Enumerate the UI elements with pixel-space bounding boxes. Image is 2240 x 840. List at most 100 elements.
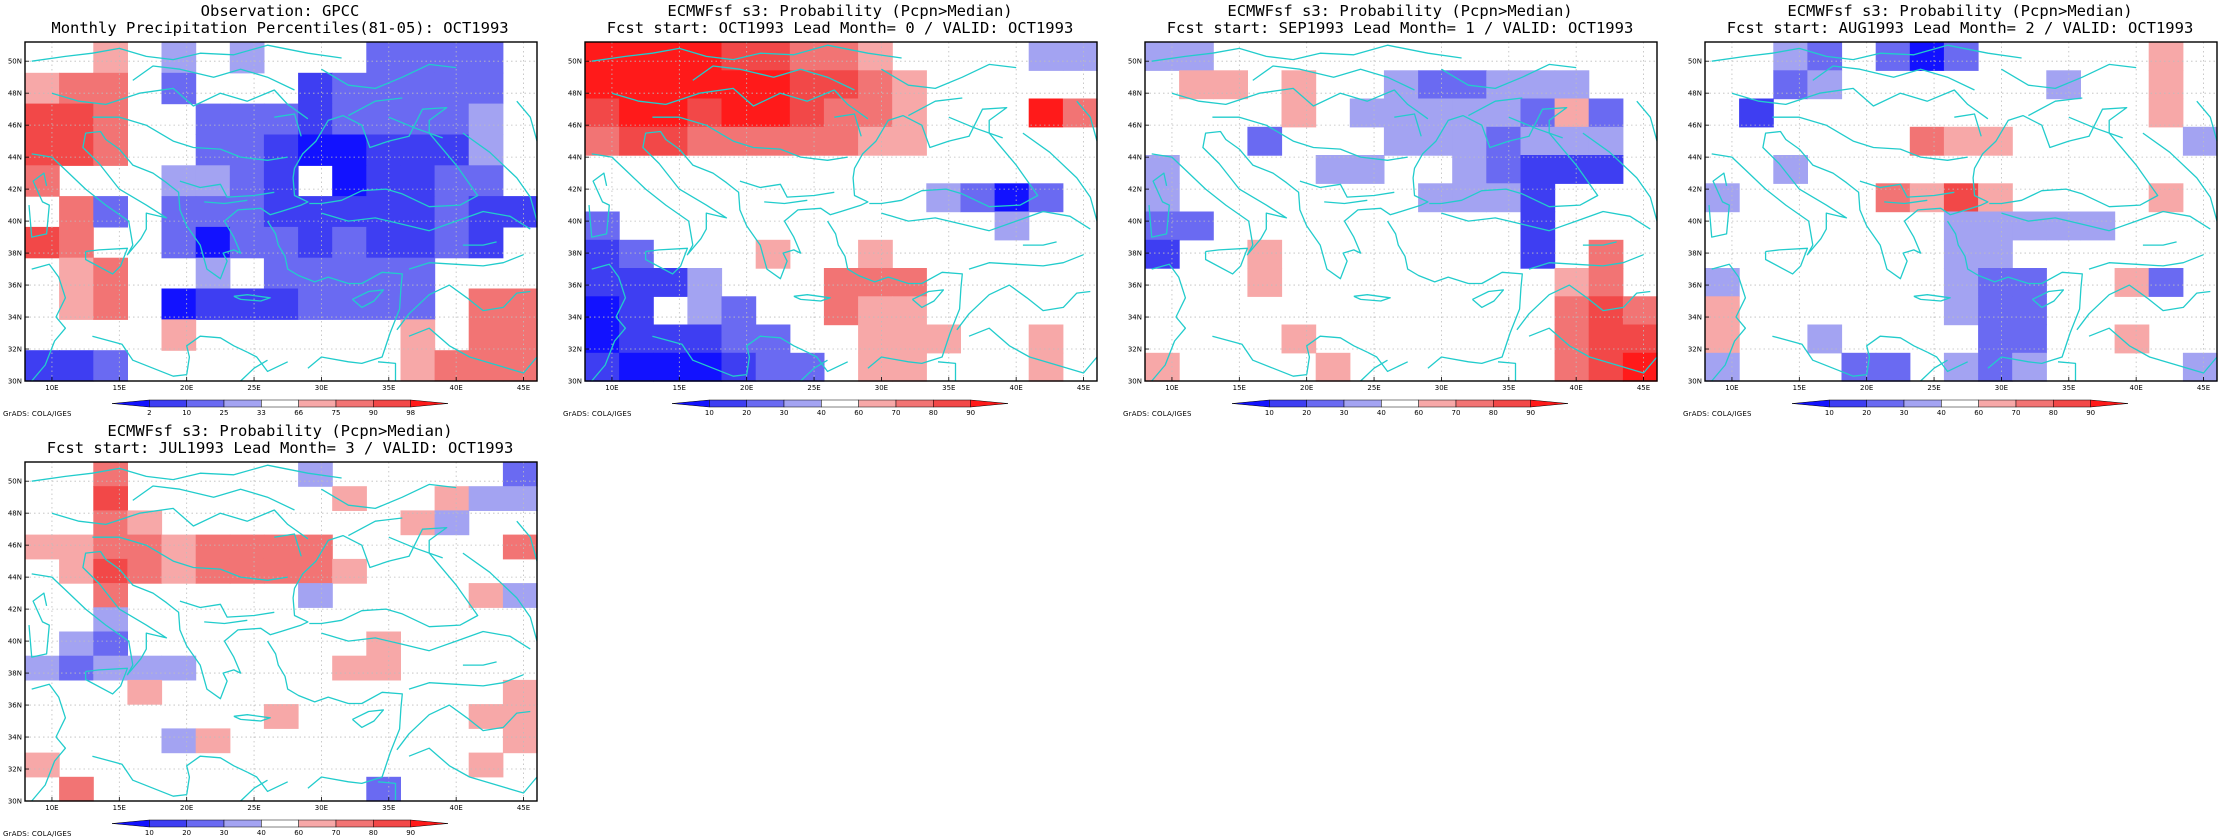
shaded-cell <box>332 558 367 584</box>
colorbar-label: 90 <box>369 409 378 417</box>
shaded-cell <box>2114 268 2150 297</box>
lon-tick-label: 10E <box>45 804 58 812</box>
coastline <box>321 483 457 510</box>
shaded-cell <box>298 288 333 320</box>
shaded-cell <box>1213 70 1248 100</box>
shaded-cell <box>59 558 94 584</box>
lat-tick-label: 34N <box>568 314 582 322</box>
coastline <box>911 289 945 309</box>
shaded-cell <box>721 126 757 156</box>
lat-tick-label: 34N <box>8 314 22 322</box>
lon-tick-label: 20E <box>1860 384 1873 392</box>
map-frame <box>24 461 538 802</box>
coastline <box>179 180 275 198</box>
colorbar-swatch <box>149 399 187 408</box>
coastline <box>31 683 67 802</box>
shaded-cell <box>1807 70 1843 100</box>
shaded-cell <box>332 226 367 259</box>
shaded-cell <box>1622 352 1658 382</box>
colorbar-label: 80 <box>929 409 938 417</box>
lat-tick-label: 36N <box>568 282 582 290</box>
colorbar-swatch <box>335 819 374 828</box>
coastline <box>1441 63 1577 90</box>
coastline <box>968 254 1084 270</box>
shaded-cell <box>93 134 128 166</box>
lon-tick-label: 30E <box>1435 384 1448 392</box>
shaded-cell <box>619 98 654 128</box>
shaded-cell <box>755 324 791 354</box>
shaded-cell <box>1554 324 1590 354</box>
shaded-cell <box>366 226 401 259</box>
colorbar-swatch <box>373 819 411 828</box>
shaded-cell <box>2012 324 2047 354</box>
shaded-cell <box>161 72 197 105</box>
shaded-cell <box>687 70 723 100</box>
shaded-cell <box>229 534 265 560</box>
shaded-cell <box>585 42 620 71</box>
coastline <box>31 106 479 280</box>
colorbar-label: 40 <box>1377 409 1386 417</box>
shaded-cell <box>93 288 128 320</box>
lat-tick-label: 46N <box>1688 122 1702 130</box>
colorbar-label: 40 <box>1937 409 1946 417</box>
coastline <box>2028 97 2083 117</box>
shaded-cell <box>789 126 825 156</box>
shaded-cell <box>468 103 504 135</box>
shaded-cell <box>25 350 60 382</box>
coastline <box>377 361 397 381</box>
shaded-cell <box>502 679 538 705</box>
shaded-cell <box>25 226 60 259</box>
probability-map: 30N 32N 34N 36N 38N 40N 42N 44N 46N 48N 50N 10E 15E 2… <box>1688 41 2218 417</box>
lat-tick-label: 30N <box>568 378 582 386</box>
colorbar-label: 60 <box>854 409 863 417</box>
shaded-cell <box>195 288 231 320</box>
coastline <box>652 335 747 377</box>
coastline <box>1528 327 1658 374</box>
shaded-cell <box>332 257 367 290</box>
coastline <box>204 619 248 625</box>
shaded-cell <box>332 655 367 681</box>
shaded-cell <box>195 728 231 754</box>
shaded-cell <box>400 319 436 351</box>
shaded-cell <box>789 352 825 382</box>
coastline <box>321 63 457 90</box>
shaded-cell <box>59 196 94 228</box>
shaded-cell <box>502 704 538 729</box>
precip-map: 30N 32N 34N 36N 38N 40N 42N 44N 46N 48N 50N 10E 15E 2… <box>8 41 538 417</box>
shaded-cell <box>1978 352 2013 382</box>
shaded-cell <box>1978 296 2013 326</box>
shaded-cell <box>1028 42 1064 71</box>
panel-title: Observation: GPCC <box>200 2 360 20</box>
shaded-cell <box>468 704 504 729</box>
shaded-cell <box>823 126 859 156</box>
lon-tick-label: 15E <box>673 384 686 392</box>
shaded-cell <box>619 268 654 297</box>
shaded-cell <box>1978 268 2013 297</box>
colorbar-swatch <box>1455 399 1494 408</box>
lat-tick-label: 36N <box>8 702 22 710</box>
colorbar-swatch <box>1381 399 1419 408</box>
shaded-cell <box>994 183 1030 213</box>
shaded-cell <box>1383 98 1419 128</box>
coastline <box>2088 327 2218 374</box>
lon-tick-label: 20E <box>740 384 753 392</box>
coastline <box>1508 116 1563 139</box>
shaded-cell <box>400 165 436 197</box>
shaded-cell <box>332 72 367 105</box>
colorbar-label: 20 <box>182 829 191 837</box>
shaded-cell <box>653 42 688 71</box>
lat-tick-label: 38N <box>568 250 582 258</box>
shaded-cell <box>1520 126 1556 156</box>
shaded-cell <box>25 534 60 560</box>
lat-tick-label: 44N <box>1688 154 1702 162</box>
shaded-cell <box>2080 211 2116 241</box>
shaded-cell <box>1486 126 1521 156</box>
shaded-cell <box>59 72 94 105</box>
coastline <box>348 97 403 117</box>
lat-tick-label: 42N <box>1128 186 1142 194</box>
shaded-cell <box>1943 42 1979 71</box>
colorbar-swatch <box>1269 399 1307 408</box>
shaded-cell <box>823 296 859 326</box>
colorbar-swatch <box>261 819 299 828</box>
shaded-cell <box>263 704 299 729</box>
